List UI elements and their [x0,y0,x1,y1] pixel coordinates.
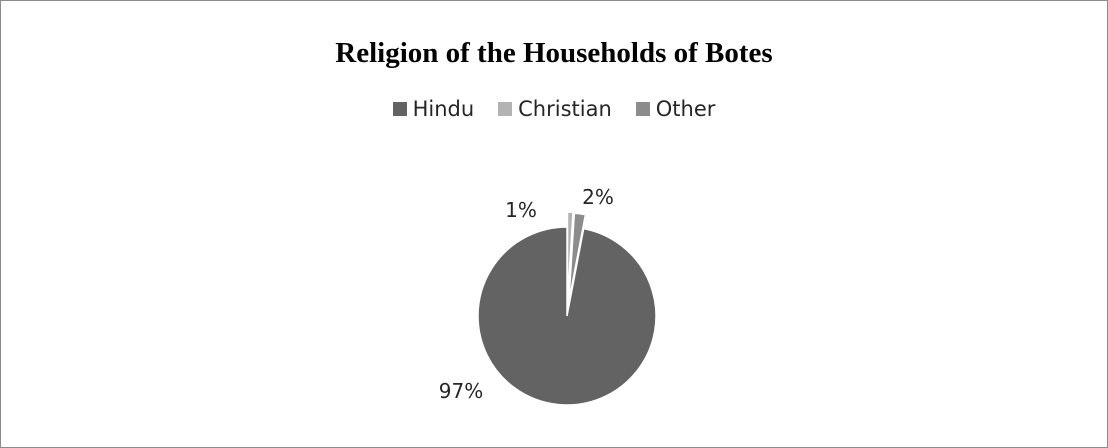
legend-entry-christian: Christian [498,97,612,121]
data-label-other: 2% [582,185,614,209]
legend-label-hindu: Hindu [412,97,475,121]
legend-swatch-other [635,102,650,116]
legend-entry-hindu: Hindu [392,97,475,121]
slice-hindu [477,226,657,406]
legend-label-other: Other [655,97,716,121]
data-label-hindu: 97% [439,379,483,403]
slice-other [568,212,587,303]
data-label-christian: 1% [505,198,537,222]
legend-label-christian: Christian [518,97,612,121]
legend-swatch-christian [498,102,513,116]
legend-entry-other: Other [635,97,716,121]
legend: Hindu Christian Other [1,97,1107,121]
chart-title: Religion of the Households of Botes [335,37,773,69]
slice-christian [566,211,574,302]
legend-swatch-hindu [392,102,407,116]
